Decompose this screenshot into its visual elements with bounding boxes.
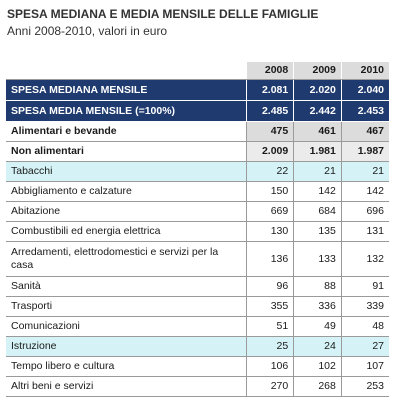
value-2008: 2.009 [245,141,294,162]
value-2009: 336 [293,296,342,317]
value-2009: 1.981 [293,141,342,162]
spending-table: 2008 2009 2010 SPESA MEDIANA MENSILE 2.0… [6,62,389,397]
row-label: Combustibili ed energia elettrica [6,221,247,242]
value-2010: 21 [340,161,389,182]
value-2010: 132 [340,241,389,277]
table-row-arredamenti: Arredamenti, elettrodomestici e servizi … [6,241,389,277]
value-2009: 2.442 [293,100,342,122]
table-row-tabacchi: Tabacchi 22 21 21 [6,161,389,182]
row-label: Tempo libero e cultura [6,356,247,377]
value-2008: 136 [245,241,294,277]
row-label: Non alimentari [6,141,247,162]
row-label: Istruzione [6,336,247,357]
column-header-2008: 2008 [245,62,294,80]
table-row-tempo-libero: Tempo libero e cultura 106 102 107 [6,356,389,377]
value-2010: 107 [340,356,389,377]
row-label: Arredamenti, elettrodomestici e servizi … [6,241,247,277]
value-2010: 131 [340,221,389,242]
table-row-spesa-mediana: SPESA MEDIANA MENSILE 2.081 2.020 2.040 [6,79,389,101]
value-2009: 142 [293,181,342,202]
value-2008: 2.485 [245,100,294,122]
value-2009: 49 [293,316,342,337]
value-2009: 268 [293,376,342,397]
value-2010: 1.987 [340,141,389,162]
value-2008: 355 [245,296,294,317]
value-2009: 88 [293,276,342,297]
row-label: Comunicazioni [6,316,247,337]
value-2008: 669 [245,201,294,222]
table-row-non-alimentari: Non alimentari 2.009 1.981 1.987 [6,141,389,162]
value-2009: 2.020 [293,79,342,101]
value-2010: 48 [340,316,389,337]
table-header-row: 2008 2009 2010 [6,62,389,80]
value-2010: 2.040 [340,79,389,101]
value-2008: 51 [245,316,294,337]
row-label: Trasporti [6,296,247,317]
row-label: SPESA MEDIA MENSILE (=100%) [6,100,247,122]
value-2009: 684 [293,201,342,222]
page-title: SPESA MEDIANA E MEDIA MENSILE DELLE FAMI… [7,7,319,21]
table-row-abbigliamento: Abbigliamento e calzature 150 142 142 [6,181,389,202]
value-2009: 24 [293,336,342,357]
row-label: Alimentari e bevande [6,121,247,142]
value-2009: 461 [293,121,342,142]
header-blank-cell [6,62,247,80]
value-2009: 102 [293,356,342,377]
value-2010: 91 [340,276,389,297]
value-2008: 270 [245,376,294,397]
value-2008: 2.081 [245,79,294,101]
table-row-comunicazioni: Comunicazioni 51 49 48 [6,316,389,337]
value-2010: 339 [340,296,389,317]
value-2008: 475 [245,121,294,142]
table-row-spesa-media: SPESA MEDIA MENSILE (=100%) 2.485 2.442 … [6,100,389,122]
table-row-combustibili: Combustibili ed energia elettrica 130 13… [6,221,389,242]
table-row-trasporti: Trasporti 355 336 339 [6,296,389,317]
value-2009: 135 [293,221,342,242]
value-2010: 27 [340,336,389,357]
row-label: Altri beni e servizi [6,376,247,397]
row-label: SPESA MEDIANA MENSILE [6,79,247,101]
column-header-2010: 2010 [340,62,389,80]
value-2008: 150 [245,181,294,202]
value-2008: 25 [245,336,294,357]
row-label: Sanità [6,276,247,297]
table-row-sanita: Sanità 96 88 91 [6,276,389,297]
row-label: Abitazione [6,201,247,222]
value-2008: 130 [245,221,294,242]
value-2008: 96 [245,276,294,297]
table-row-abitazione: Abitazione 669 684 696 [6,201,389,222]
value-2010: 2.453 [340,100,389,122]
value-2008: 22 [245,161,294,182]
table-row-alimentari: Alimentari e bevande 475 461 467 [6,121,389,142]
table-row-altri-beni: Altri beni e servizi 270 268 253 [6,376,389,397]
row-label: Tabacchi [6,161,247,182]
value-2010: 467 [340,121,389,142]
row-label: Abbigliamento e calzature [6,181,247,202]
column-header-2009: 2009 [293,62,342,80]
value-2010: 696 [340,201,389,222]
value-2009: 133 [293,241,342,277]
table-row-istruzione: Istruzione 25 24 27 [6,336,389,357]
value-2010: 253 [340,376,389,397]
page-subtitle: Anni 2008-2010, valori in euro [7,24,168,38]
value-2010: 142 [340,181,389,202]
value-2009: 21 [293,161,342,182]
value-2008: 106 [245,356,294,377]
